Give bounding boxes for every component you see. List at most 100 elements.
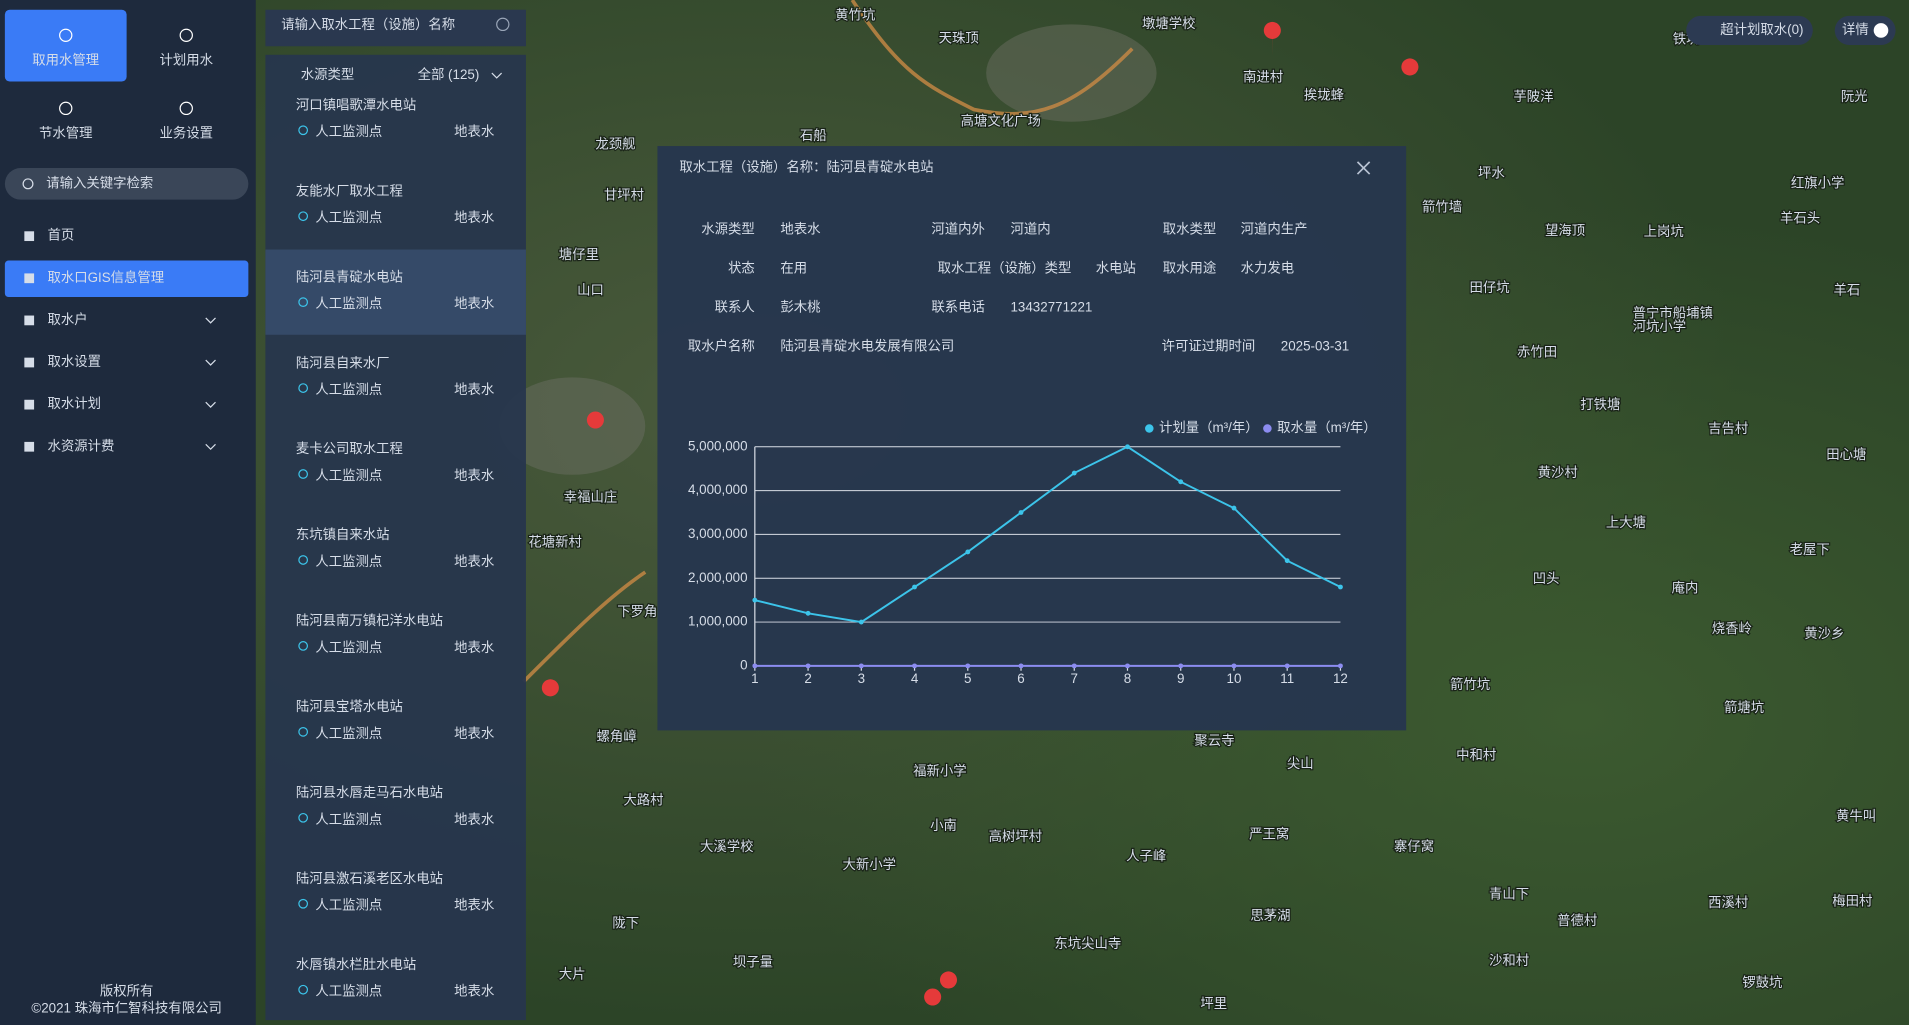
nav-tab[interactable]: 计划用水 [160,52,214,67]
menu-item[interactable]: 水资源计费 [47,438,114,453]
map-label: 阮光 [1841,89,1868,104]
map-label: 东坑尖山寺 [1054,936,1121,951]
x-tick-label: 2 [804,671,811,686]
search-placeholder[interactable]: 请输入关键字检索 [46,175,153,190]
map-label: 芋陂洋 [1513,89,1553,104]
map-label: 陇下 [612,915,639,930]
data-point [752,663,757,668]
station-name[interactable]: 友能水厂取水工程 [296,183,403,198]
map-label: 羊石头 [1780,211,1820,226]
map-label: 小南 [930,818,957,833]
data-point [806,611,811,616]
station-name[interactable]: 陆河县激石溪老区水电站 [296,871,443,886]
map-label: 思茅湖 [1250,908,1290,923]
footer: 版权所有 [100,983,154,999]
map-label: 高塘文化广场 [961,112,1041,128]
menu-item[interactable]: 取水口GIS信息管理 [47,269,164,285]
map-label: 凹头 [1533,571,1560,586]
data-point [1338,663,1343,668]
field-label: 取水户名称 [688,337,755,353]
station-name[interactable]: 陆河县青碇水电站 [296,269,403,284]
x-tick-label: 6 [1017,671,1024,686]
map-label: 田仔坑 [1469,280,1509,295]
monitor-type: 人工监测点 [315,210,382,225]
station-name[interactable]: 陆河县宝塔水电站 [296,699,403,714]
map-label: 幸福山庄 [564,488,618,504]
data-point [1178,479,1183,484]
legend-label: 计划量（m³/年） [1159,420,1259,435]
y-tick-label: 0 [740,657,747,672]
data-point [1285,663,1290,668]
station-name[interactable]: 陆河县南万镇杞洋水电站 [296,613,443,628]
field-label: 取水用途 [1163,260,1217,276]
map-label: 大溪学校 [700,838,754,854]
map-label: 下罗角 [617,604,657,619]
map-label: 黄沙乡 [1804,626,1844,641]
field-value: 河道内生产 [1241,222,1308,237]
map-button[interactable]: 详情 [1842,22,1869,37]
toggle-knob[interactable] [1874,23,1889,38]
nav-tab[interactable]: 业务设置 [160,125,214,140]
field-label: 河道内外 [931,222,985,237]
monitor-type: 人工监测点 [315,726,382,741]
map-label: 严王窝 [1249,826,1289,842]
menu-icon [24,273,34,283]
map-label: 黄牛叫 [1836,808,1876,823]
map-label: 花塘新村 [528,534,582,549]
map-label: 羊石 [1834,282,1861,297]
data-point [859,663,864,668]
map-label: 墩塘学校 [1142,15,1196,31]
map-label: 塘仔里 [559,247,599,262]
map-label: 坪水 [1478,166,1505,181]
monitor-type: 人工监测点 [315,640,382,655]
field-value: 13432771221 [1011,300,1093,315]
station-name[interactable]: 麦卡公司取水工程 [296,441,403,456]
field-label: 水源类型 [701,222,755,237]
map-label: 黄竹坑 [835,7,875,22]
map-label: 庵内 [1672,580,1699,596]
y-tick-label: 3,000,000 [688,526,748,541]
field-value: 地表水 [780,222,821,237]
menu-icon [24,400,34,410]
menu-item[interactable]: 取水设置 [47,354,101,369]
x-tick-label: 1 [751,671,758,686]
x-tick-label: 3 [858,671,865,686]
menu-icon [24,358,34,368]
menu-item[interactable]: 首页 [47,228,74,243]
data-point [965,663,970,668]
map-label: 箭塘坑 [1724,699,1764,715]
menu-item[interactable]: 取水户 [47,311,87,327]
field-label: 许可证过期时间 [1162,338,1256,353]
monitor-type: 人工监测点 [315,812,382,827]
menu-icon [24,442,34,452]
data-point [912,585,917,590]
data-point [1072,663,1077,668]
station-name[interactable]: 陆河县自来水厂 [296,355,390,370]
station-name[interactable]: 水唇镇水栏肚水电站 [296,957,416,972]
monitor-type: 人工监测点 [315,296,382,311]
map-label: 寨仔窝 [1394,838,1434,854]
map-label: 尖山 [1287,756,1314,771]
source-type: 地表水 [454,726,495,741]
station-name[interactable]: 东坑镇自来水站 [296,527,390,542]
nav-tab[interactable]: 节水管理 [39,125,93,140]
menu-item[interactable]: 取水计划 [47,396,101,411]
station-name[interactable]: 河口镇唱歌潭水电站 [296,97,416,112]
data-point [1178,663,1183,668]
station-name[interactable]: 陆河县水唇走马石水电站 [296,785,443,800]
map-label: 黄沙村 [1538,465,1578,480]
filter-value[interactable]: 全部 (125) [418,66,480,82]
nav-tab[interactable]: 取用水管理 [32,52,99,67]
footer: ©2021 珠海市仁智科技有限公司 [31,1000,221,1016]
source-type: 地表水 [454,468,495,483]
map-button[interactable]: 超计划取水(0) [1720,22,1803,37]
list-search[interactable]: 请输入取水工程（设施）名称 [281,17,455,32]
map-label: 老屋下 [1790,542,1830,557]
source-type: 地表水 [454,210,495,225]
field-value: 水电站 [1096,261,1136,276]
data-point [1125,444,1130,449]
monitor-type: 人工监测点 [315,554,382,569]
map-label: 甘坪村 [604,188,644,203]
